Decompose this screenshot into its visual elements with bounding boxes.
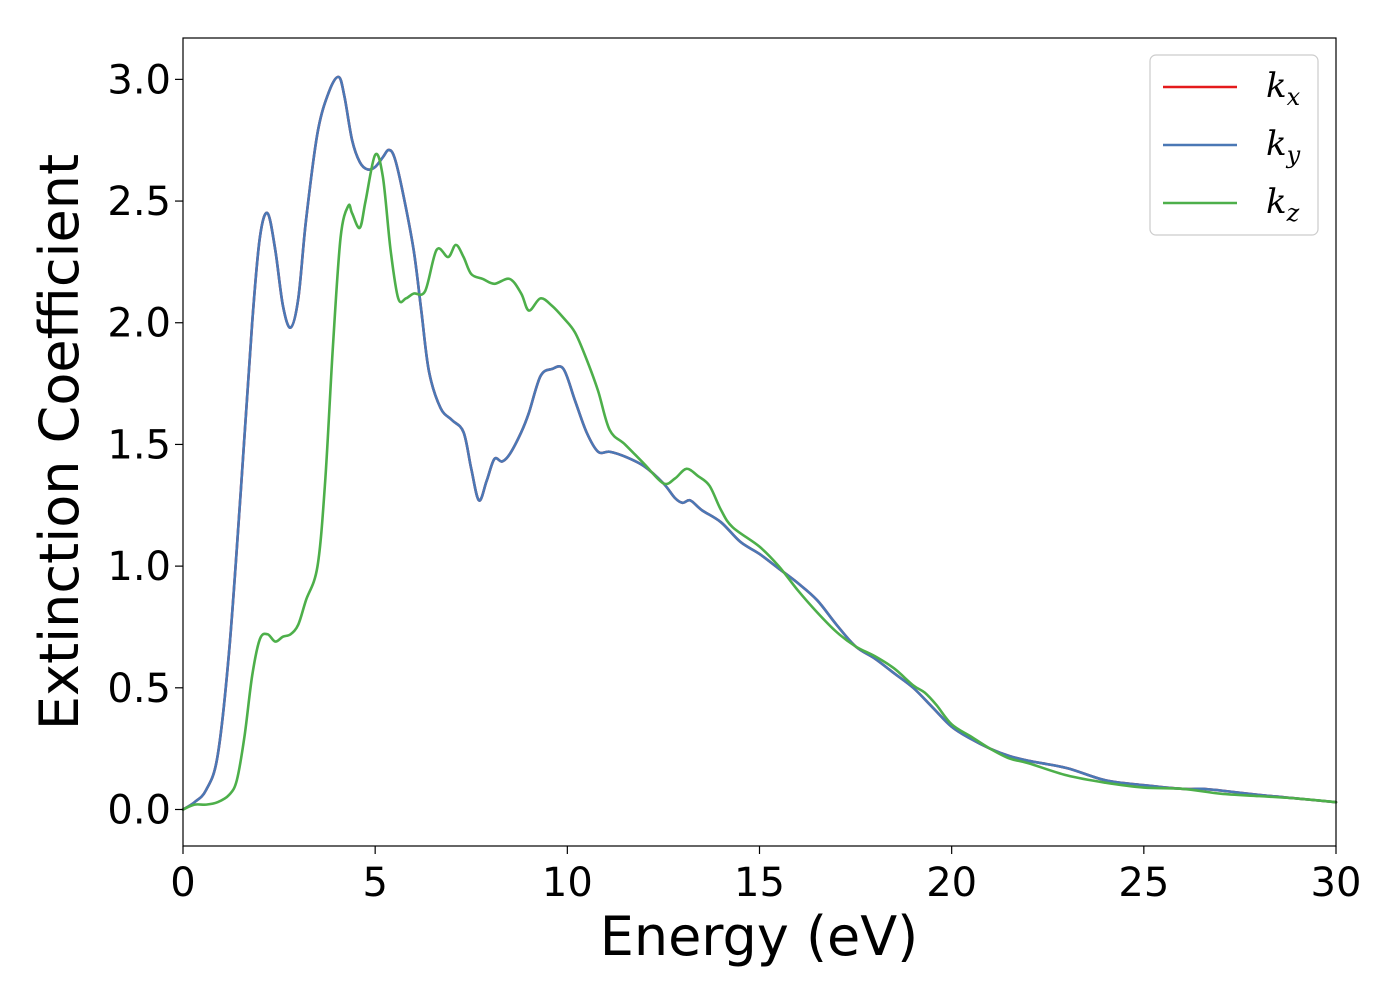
x-tick-label: 15 — [734, 860, 785, 906]
legend-label-k-y: ky — [1266, 124, 1301, 169]
x-axis-title: Energy (eV) — [600, 905, 919, 968]
y-tick-label: 0.5 — [107, 666, 171, 712]
series-line-k-y — [181, 75, 1338, 811]
x-tick-label: 0 — [170, 860, 195, 906]
x-tick-label: 20 — [926, 860, 977, 906]
x-axis: 0 5 10 15 20 25 30 — [170, 846, 1361, 906]
x-tick-label: 10 — [542, 860, 593, 906]
y-axis-title: Extinction Coefficient — [28, 154, 91, 730]
legend-label-k-x: kx — [1266, 66, 1301, 111]
y-tick-label: 0.0 — [107, 787, 171, 833]
x-tick-label: 30 — [1311, 860, 1362, 906]
series-line-k-z — [181, 152, 1338, 811]
x-tick-label: 5 — [362, 860, 387, 906]
x-tick-label: 25 — [1118, 860, 1169, 906]
y-axis: 0.0 0.5 1.0 1.5 2.0 2.5 3.0 — [107, 57, 183, 833]
legend-items: kx ky kz — [1163, 66, 1301, 227]
y-tick-label: 2.0 — [107, 301, 171, 347]
legend: kx ky kz — [1149, 54, 1319, 236]
series-layer — [181, 75, 1338, 811]
y-tick-label: 1.5 — [107, 422, 171, 468]
legend-label-k-z: kz — [1266, 182, 1300, 227]
y-tick-label: 2.5 — [107, 179, 171, 225]
y-tick-label: 1.0 — [107, 544, 171, 590]
plot-area — [183, 38, 1336, 846]
y-tick-label: 3.0 — [107, 57, 171, 103]
